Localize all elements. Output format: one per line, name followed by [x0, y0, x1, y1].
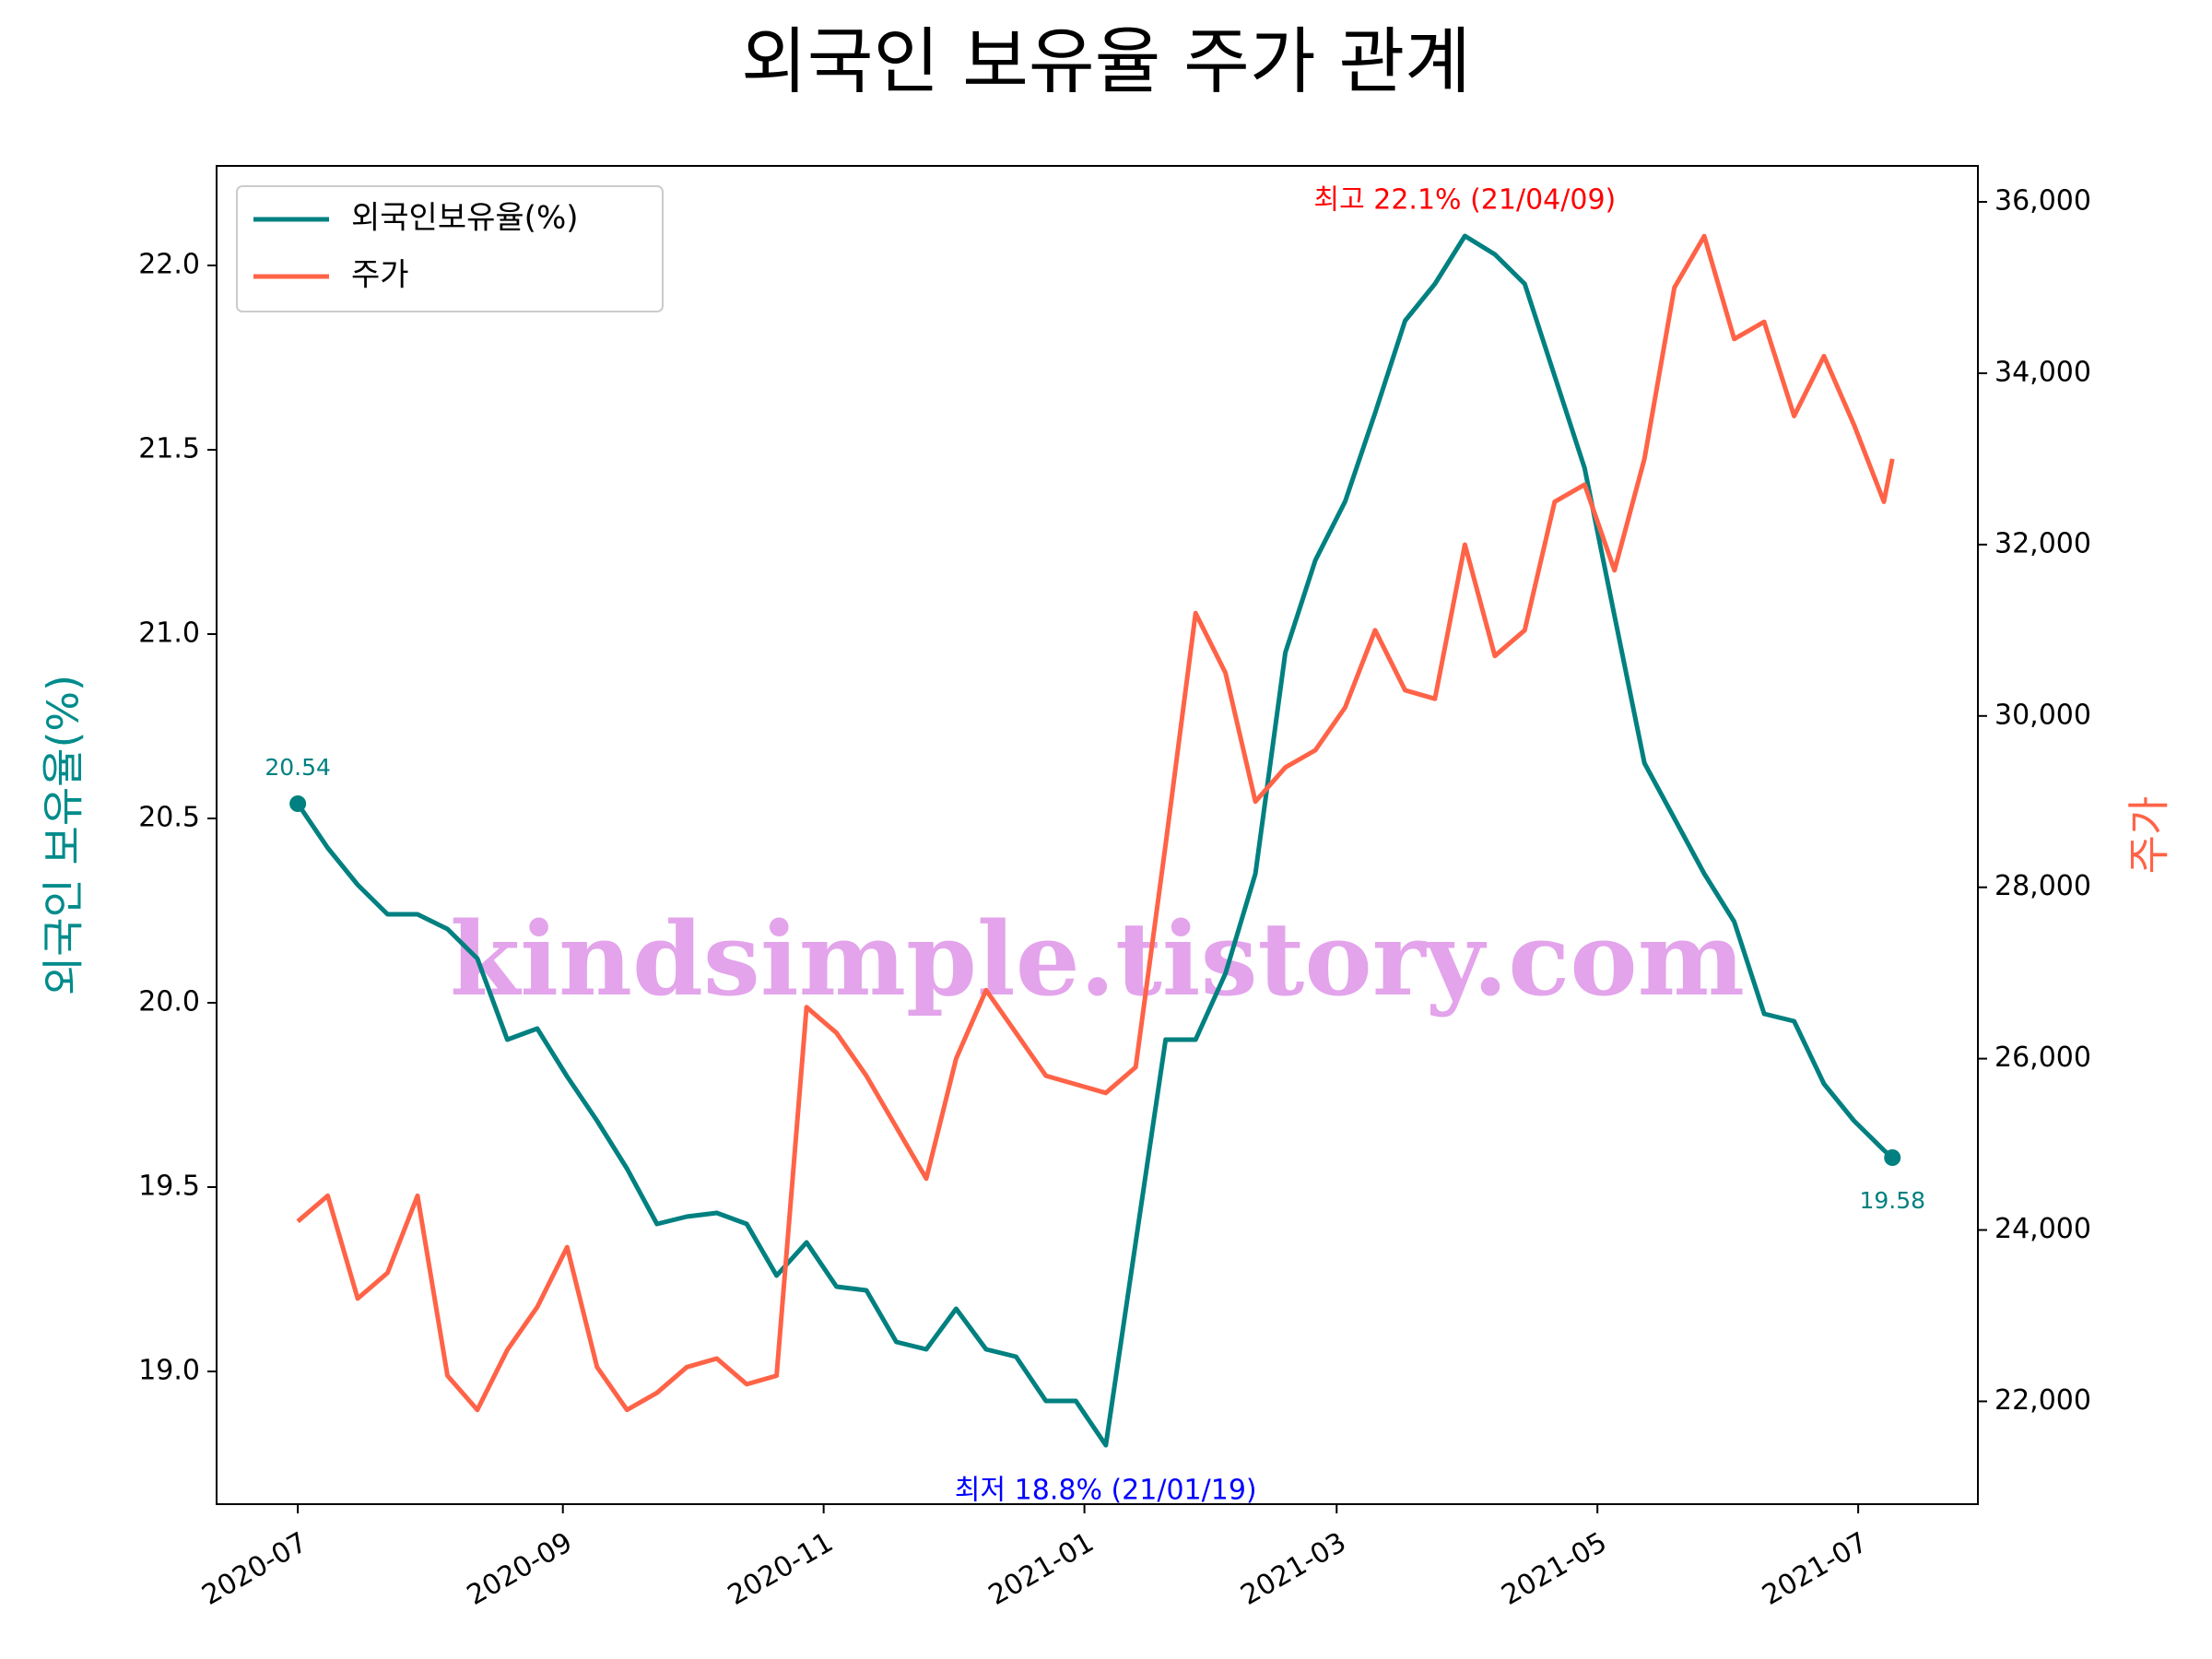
x-tick-label: 2021-03	[1235, 1526, 1351, 1612]
y2-axis-label: 주가	[2124, 796, 2174, 875]
end-marker	[1884, 1149, 1901, 1166]
y2-tick-label: 26,000	[1994, 1041, 2091, 1074]
y-tick-label: 22.0	[138, 249, 200, 281]
y2-tick-label: 24,000	[1994, 1213, 2091, 1245]
y-tick-label: 20.5	[138, 802, 200, 834]
x-tick-label: 2021-01	[983, 1526, 1100, 1612]
y-tick-label: 20.0	[138, 986, 200, 1018]
y2-tick-label: 36,000	[1994, 185, 2091, 218]
y-tick-label: 21.5	[138, 433, 200, 465]
y2-tick-label: 30,000	[1994, 699, 2091, 731]
chart-title: 외국인 보유율 주가 관계	[741, 20, 1471, 103]
y2-tick-label: 34,000	[1994, 356, 2091, 388]
legend-box	[236, 185, 664, 312]
x-tick-label: 2021-05	[1496, 1526, 1612, 1612]
annotation: 최저 18.8% (21/01/19)	[955, 1475, 1257, 1507]
series-line	[296, 233, 1895, 1413]
y-tick-label: 19.0	[138, 1355, 200, 1387]
watermark: kindsimple.tistory.com	[450, 900, 1745, 1018]
x-tick-label: 2020-07	[196, 1526, 312, 1612]
x-tick-label: 2020-11	[723, 1526, 839, 1612]
y-axis-label: 외국인 보유율(%)	[39, 675, 88, 995]
end-label: 20.54	[265, 754, 331, 781]
end-label: 19.58	[1859, 1187, 1925, 1214]
x-tick-label: 2020-09	[462, 1526, 578, 1612]
y2-tick-label: 32,000	[1994, 527, 2091, 559]
y2-tick-label: 22,000	[1994, 1384, 2091, 1417]
series-line	[296, 233, 1894, 1448]
annotation: 최고 22.1% (21/04/09)	[1314, 184, 1617, 217]
plot-frame	[216, 165, 1979, 1505]
legend-label: 외국인보유율(%)	[351, 200, 579, 237]
y2-tick-label: 28,000	[1994, 870, 2091, 902]
end-marker	[289, 795, 307, 812]
x-tick-label: 2021-07	[1757, 1526, 1873, 1612]
y-tick-label: 21.0	[138, 618, 200, 650]
y-tick-label: 19.5	[138, 1171, 200, 1203]
legend-label: 주가	[351, 257, 409, 294]
